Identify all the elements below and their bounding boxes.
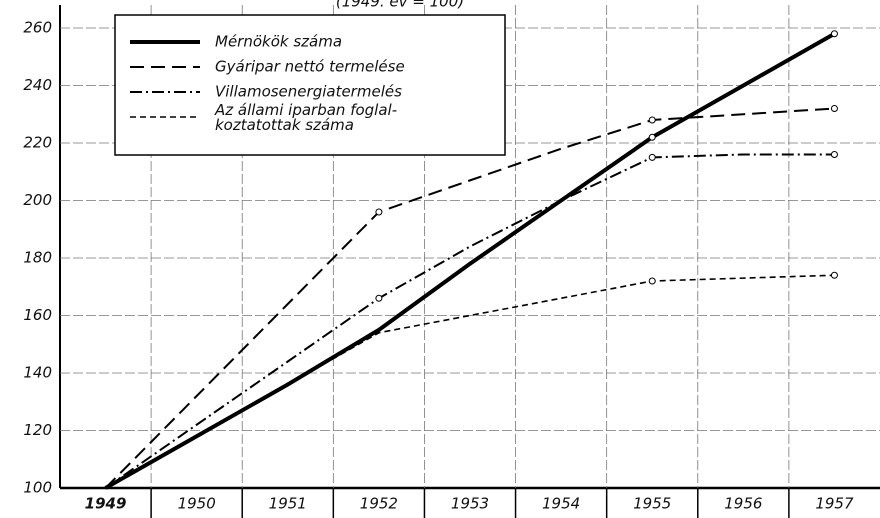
point-marker — [648, 133, 656, 141]
point-marker — [830, 30, 838, 38]
point-marker — [830, 151, 838, 158]
point-marker — [648, 116, 656, 124]
series-line — [104, 32, 836, 490]
series-line — [105, 274, 835, 489]
x-tick-label: 1956 — [724, 495, 762, 513]
x-tick-label: 1951 — [269, 495, 307, 513]
y-tick-label: 120 — [23, 421, 52, 439]
point-marker — [648, 153, 656, 161]
series-line — [104, 153, 835, 489]
y-tick-label: 240 — [23, 76, 52, 94]
x-tick-label: 1949 — [85, 495, 127, 513]
x-tick-label: 1954 — [542, 495, 580, 513]
y-tick-label: 100 — [23, 479, 52, 497]
y-tick-label: 260 — [23, 19, 52, 37]
point-marker — [830, 271, 838, 279]
point-marker — [375, 208, 383, 216]
series-line — [104, 107, 835, 489]
legend-label: Mérnökök száma — [215, 33, 342, 51]
legend-label: Villamosenergiatermelés — [215, 83, 402, 101]
y-tick-label: 140 — [23, 364, 52, 382]
point-marker — [375, 294, 383, 302]
y-tick-label: 200 — [23, 191, 52, 209]
x-tick-label: 1950 — [178, 495, 216, 513]
y-tick-label: 160 — [23, 306, 52, 324]
x-tick-label: 1957 — [815, 495, 854, 513]
chart-subtitle: (1949. év = 100) — [336, 0, 464, 11]
point-marker — [830, 105, 838, 112]
legend-box — [114, 14, 506, 156]
legend-label: Az állami iparban foglal-koztatottak szá… — [214, 101, 397, 134]
y-tick-label: 180 — [23, 249, 52, 267]
x-tick-label: 1952 — [360, 495, 398, 513]
legend-label: Gyáripar nettó termelése — [215, 58, 405, 76]
x-tick-label: 1955 — [633, 495, 671, 513]
y-tick-label: 220 — [23, 134, 52, 152]
x-tick-label: 1953 — [451, 495, 489, 513]
point-marker — [648, 277, 656, 285]
